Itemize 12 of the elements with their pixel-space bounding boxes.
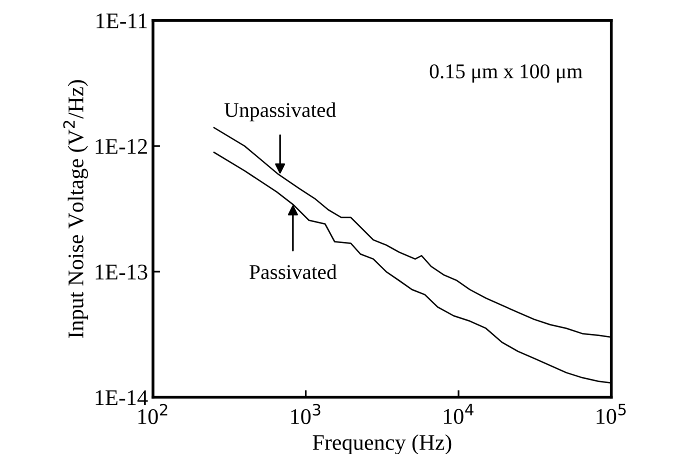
annotation: Passivated	[250, 264, 337, 280]
x-tick-label: 10$^{5}$	[596, 404, 626, 424]
x-tick-label: 10$^{2}$	[138, 404, 168, 424]
annotation: Unpassivated	[224, 102, 336, 122]
x-tick-label: 10$^{3}$	[291, 404, 320, 424]
x-tick-label: 10$^{4}$	[444, 404, 474, 424]
y-tick-label: 1E-13	[96, 264, 148, 280]
y-tick-label: 1E-12	[96, 139, 147, 154]
annotation: 0.15 μm x 100 μm	[430, 64, 582, 83]
y-tick-label: 1E-11	[96, 13, 147, 28]
y-tick-label: 1E-14	[96, 390, 148, 405]
y-axis-title: Input Noise Voltage (V$^{2}$/Hz)	[63, 80, 88, 338]
